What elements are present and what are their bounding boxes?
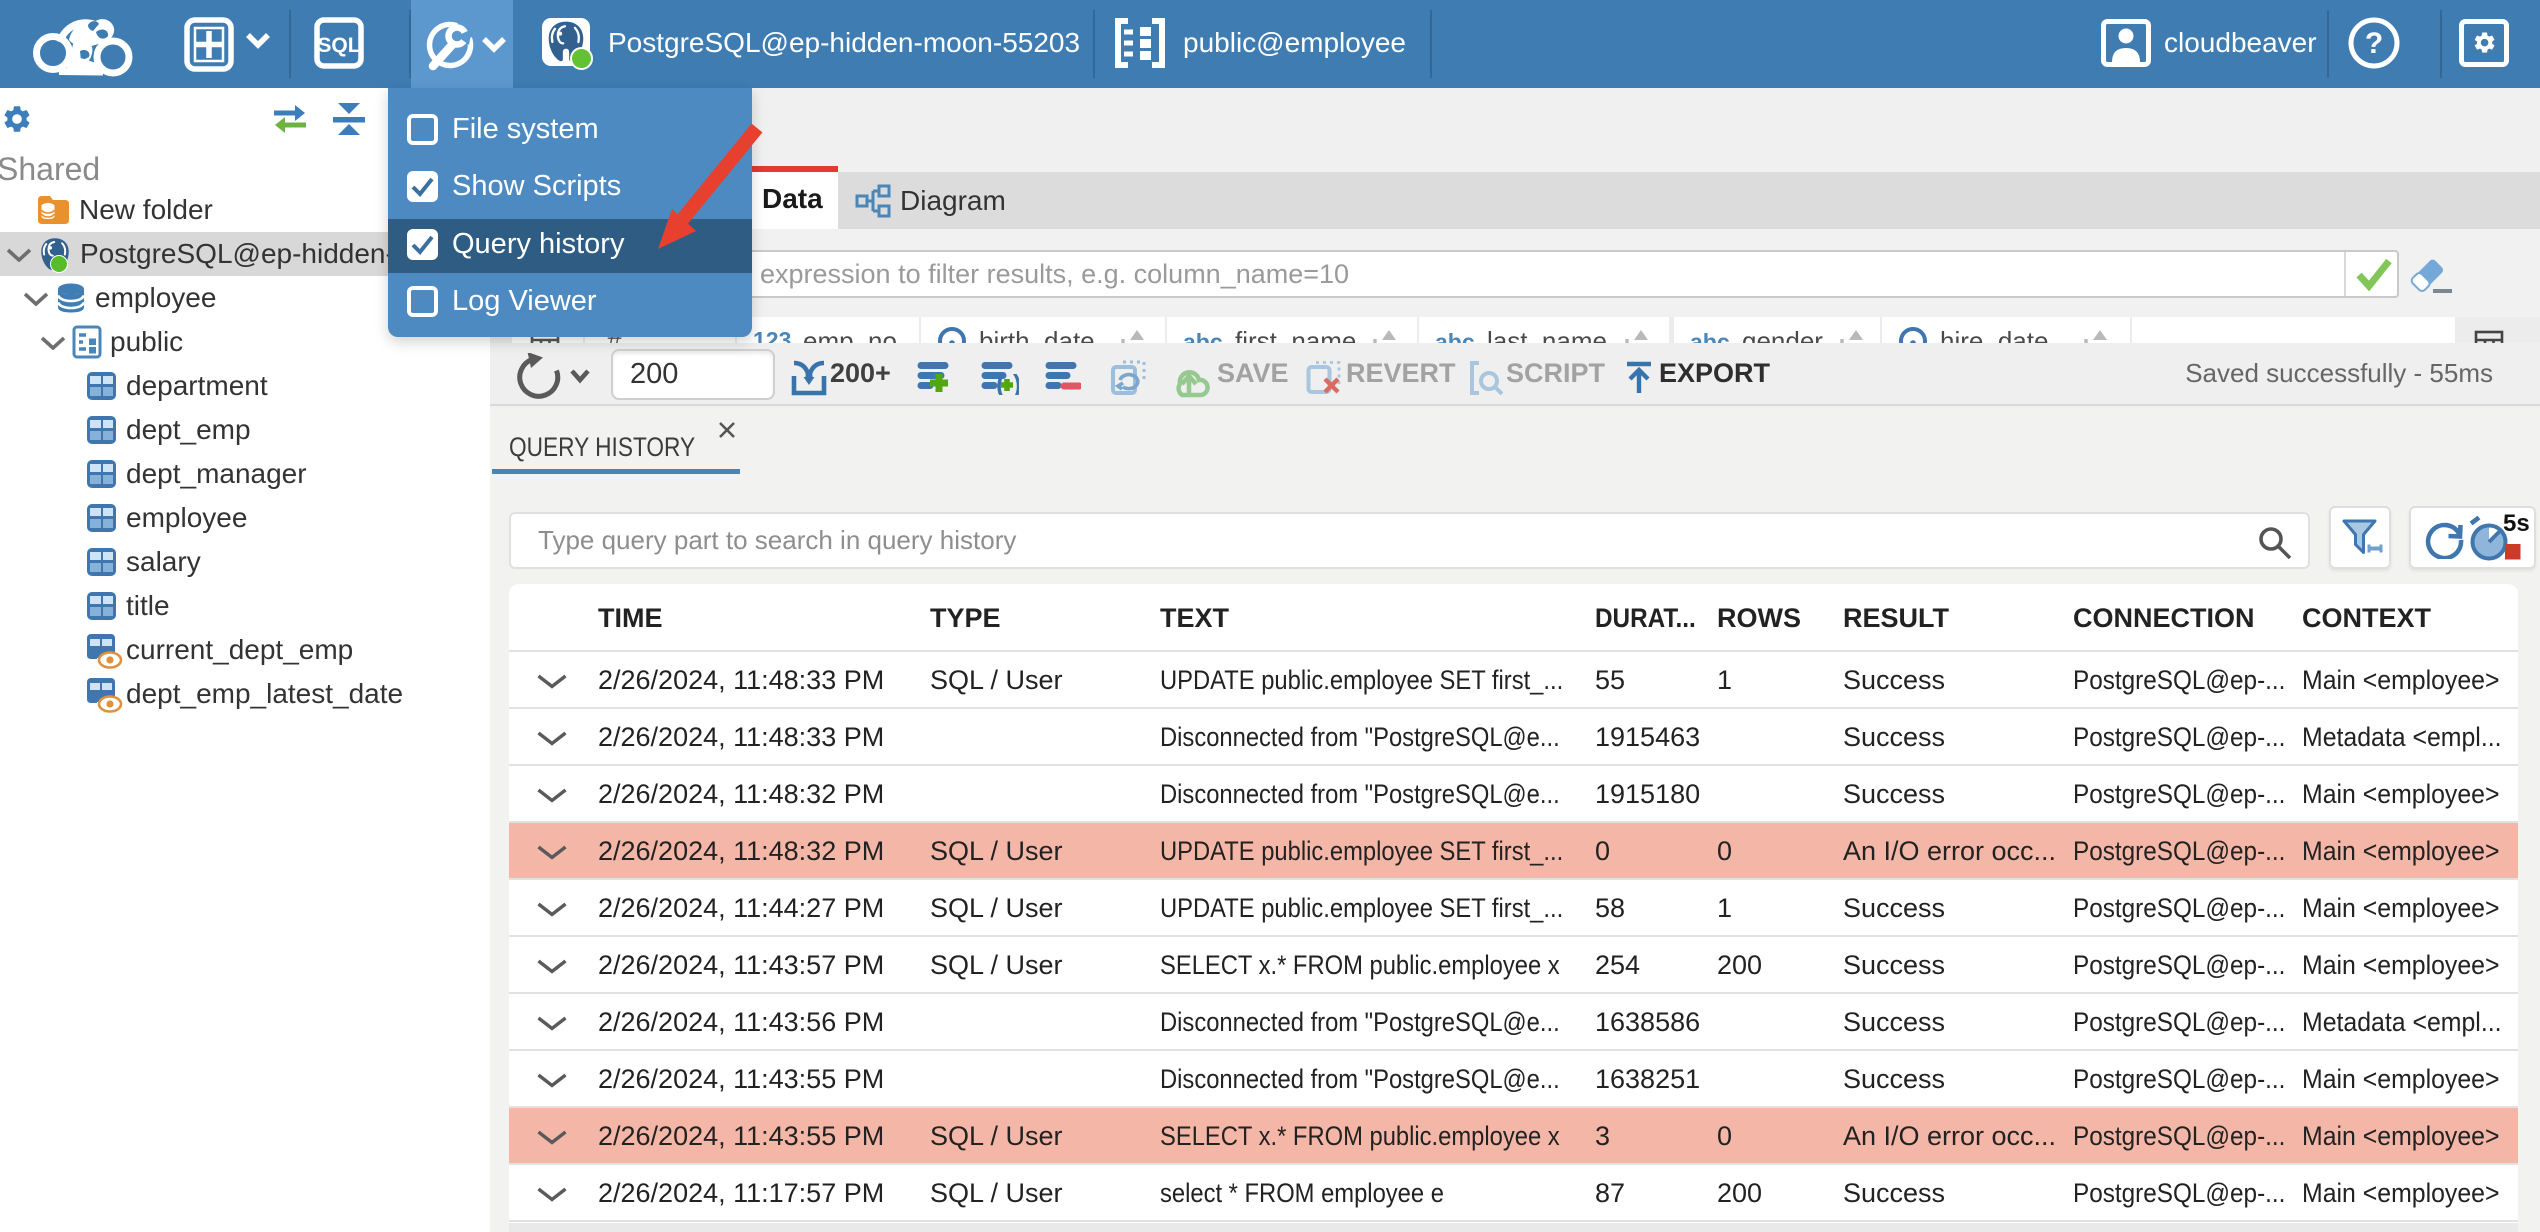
- svg-text:): ): [1013, 369, 1019, 395]
- svg-text:(: (: [996, 369, 1005, 395]
- svg-text:SQL: SQL: [317, 34, 360, 57]
- svg-text:5s: 5s: [2503, 514, 2530, 537]
- svg-text:?: ?: [2365, 27, 2383, 60]
